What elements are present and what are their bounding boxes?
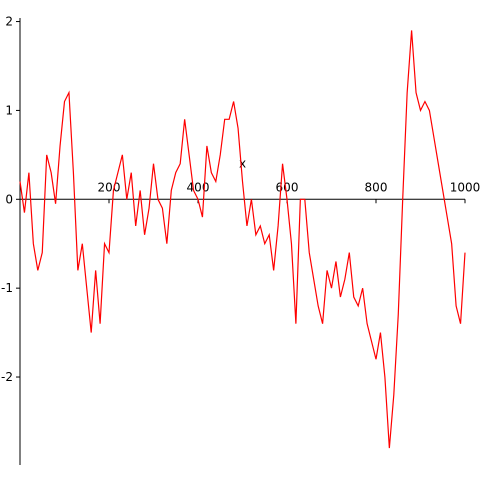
x-tick-label: 1000 bbox=[450, 180, 481, 194]
x-tick-label: 400 bbox=[187, 180, 210, 194]
y-tick-label: 0 bbox=[5, 192, 13, 206]
x-tick-label: 200 bbox=[98, 180, 121, 194]
data-line bbox=[19, 30, 466, 449]
x-tick-label: 600 bbox=[276, 180, 299, 194]
y-tick-label: -2 bbox=[1, 370, 13, 384]
y-tick-label: 2 bbox=[5, 15, 13, 29]
y-tick-label: -1 bbox=[1, 281, 13, 295]
y-tick-label: 1 bbox=[5, 103, 13, 117]
x-tick-label: 800 bbox=[365, 180, 388, 194]
x-axis-label: x bbox=[239, 156, 246, 170]
